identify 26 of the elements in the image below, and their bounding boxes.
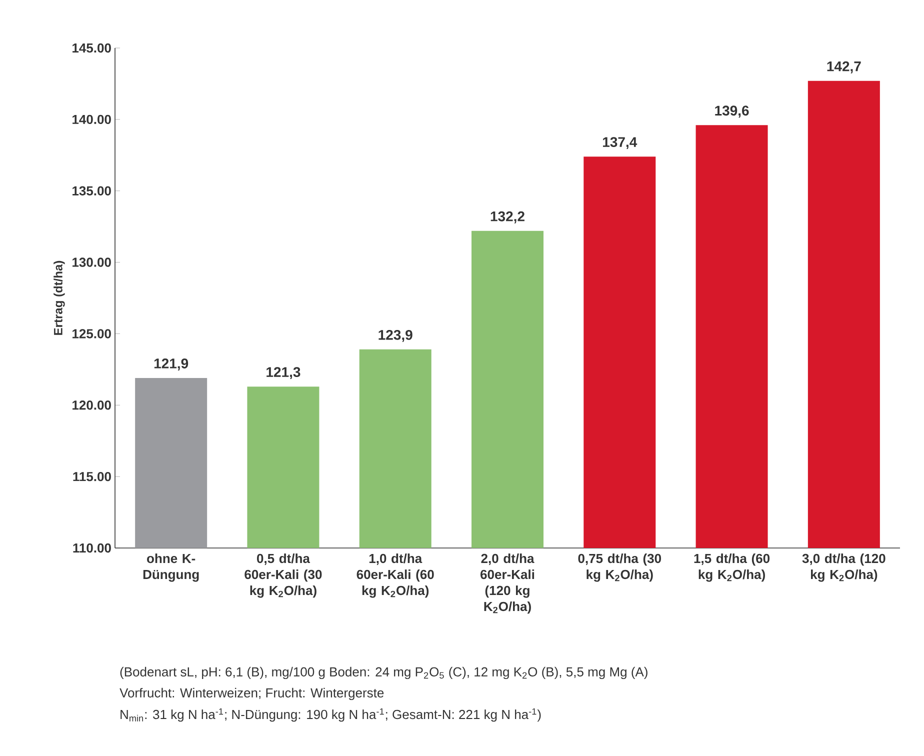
- x-tick-label: 3,0 dt/ha (120 kg K$_{2}$O/ha): [802, 554, 886, 582]
- y-tick-label: 125.00: [72, 329, 111, 338]
- data-label: 121,9: [154, 358, 188, 370]
- y-tick-label: 135.00: [72, 186, 111, 196]
- text: (Bodenart sL, pH: 6,1 (B), mg/100 g Boden: 24 mg P$_{2}$O$_{5}$ (C), 12 mg K$_{2}$O (B), 5,5 mg Mg (A): [120, 666, 648, 680]
- data-label: 121,3: [266, 367, 300, 380]
- y-axis-title: Ertrag (dt/ha): [54, 260, 65, 335]
- data-label: 132,2: [490, 211, 524, 224]
- y-tick-label: 115.00: [73, 472, 111, 482]
- data-label: 123,9: [378, 330, 412, 342]
- data-label: 137,4: [603, 137, 638, 150]
- x-tick-label: 1,0 dt/ha 60er-Kali (60 kg K$_{2}$O/ha): [356, 554, 434, 598]
- x-tick-label: 0,75 dt/ha (30 kg K$_{2}$O/ha): [578, 554, 662, 582]
- y-tick-label: 145.00: [72, 43, 111, 53]
- x-tick-label: 2,0 dt/ha 60er-Kali (120 kg K$_{2}$O/ha): [480, 554, 534, 614]
- x-tick-label: ohne K-Düngung: [143, 554, 199, 582]
- x-tick-label: 1,5 dt/ha (60 kg K$_{2}$O/ha): [694, 554, 770, 582]
- y-tick-label: 120.00: [72, 400, 111, 410]
- text: Vorfrucht: Winterweizen; Frucht: Wintergerste: [120, 688, 384, 700]
- y-tick-label: 140.00: [72, 114, 111, 124]
- data-label: 139,6: [715, 106, 749, 118]
- x-tick-label: 0,5 dt/ha 60er-Kali (30 kg K$_{2}$O/ha): [244, 554, 322, 598]
- data-label: 142,7: [827, 61, 861, 74]
- y-tick-label: 130.00: [72, 258, 111, 267]
- y-tick-label: 110.00: [73, 543, 111, 553]
- text: N$_{min}$: 31 kg N ha$^{-1}$; N-Düngung: 190 kg N ha$^{-1}$; Gesamt-N: 221 kg N ha$^{-1}$): [120, 708, 541, 722]
